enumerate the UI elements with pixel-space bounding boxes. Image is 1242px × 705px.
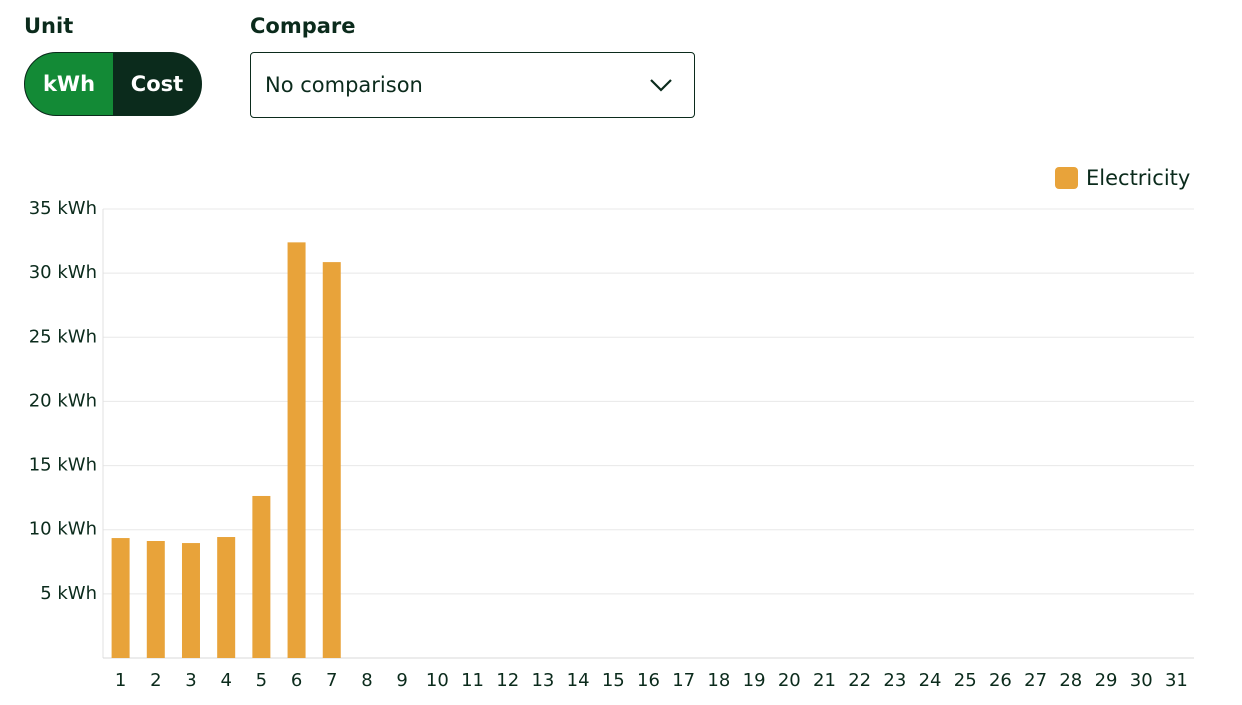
toggle-option[interactable]: Cost: [130, 72, 184, 96]
y-tick-label: 5 kWh: [40, 583, 97, 604]
x-tick-label: 10: [426, 670, 449, 691]
x-tick-label: 6: [291, 670, 302, 691]
legend-swatch: [1055, 167, 1078, 189]
x-tick-label: 19: [743, 670, 766, 691]
x-tick-label: 14: [567, 670, 590, 691]
x-tick-label: 21: [813, 670, 836, 691]
bar: [181, 543, 200, 658]
y-tick-label: 35 kWh: [29, 198, 97, 219]
unit-toggle: kWh Cost: [24, 52, 202, 116]
x-tick-label: 9: [396, 670, 407, 691]
y-tick-label: 10 kWh: [29, 519, 97, 540]
y-tick-label: 15 kWh: [29, 455, 97, 476]
x-tick-label: 30: [1130, 670, 1153, 691]
x-tick-label: 20: [778, 670, 801, 691]
unit-label: Unit: [24, 14, 74, 38]
bar: [146, 541, 165, 658]
x-tick-label: 23: [883, 670, 906, 691]
x-tick-label: 17: [672, 670, 695, 691]
toggle-option[interactable]: kWh: [25, 53, 113, 115]
select-value: No comparison: [265, 73, 423, 97]
x-tick-label: 12: [496, 670, 519, 691]
compare-select[interactable]: No comparison: [250, 52, 695, 118]
x-tick-label: 26: [989, 670, 1012, 691]
x-tick-label: 18: [707, 670, 730, 691]
x-tick-label: 25: [954, 670, 977, 691]
x-tick-label: 28: [1059, 670, 1082, 691]
compare-label: Compare: [250, 14, 356, 38]
bar: [322, 262, 341, 658]
bar: [111, 538, 130, 658]
x-tick-label: 7: [326, 670, 337, 691]
bar: [287, 242, 306, 658]
x-tick-label: 5: [256, 670, 267, 691]
bar: [252, 495, 271, 658]
bar: [217, 537, 236, 658]
x-tick-label: 11: [461, 670, 484, 691]
x-tick-label: 24: [919, 670, 942, 691]
x-tick-label: 15: [602, 670, 625, 691]
x-tick-label: 1: [115, 670, 126, 691]
x-tick-label: 29: [1095, 670, 1118, 691]
x-tick-label: 8: [361, 670, 372, 691]
y-tick-label: 20 kWh: [29, 390, 97, 411]
x-tick-label: 13: [531, 670, 554, 691]
x-tick-label: 2: [150, 670, 161, 691]
x-tick-label: 31: [1165, 670, 1188, 691]
x-tick-label: 16: [637, 670, 660, 691]
x-tick-label: 3: [185, 670, 196, 691]
x-tick-label: 22: [848, 670, 871, 691]
x-tick-label: 27: [1024, 670, 1047, 691]
chevron: [650, 79, 672, 92]
y-tick-label: 25 kWh: [29, 326, 97, 347]
y-tick-label: 30 kWh: [29, 262, 97, 283]
legend-label: Electricity: [1086, 166, 1190, 190]
x-tick-label: 4: [220, 670, 231, 691]
